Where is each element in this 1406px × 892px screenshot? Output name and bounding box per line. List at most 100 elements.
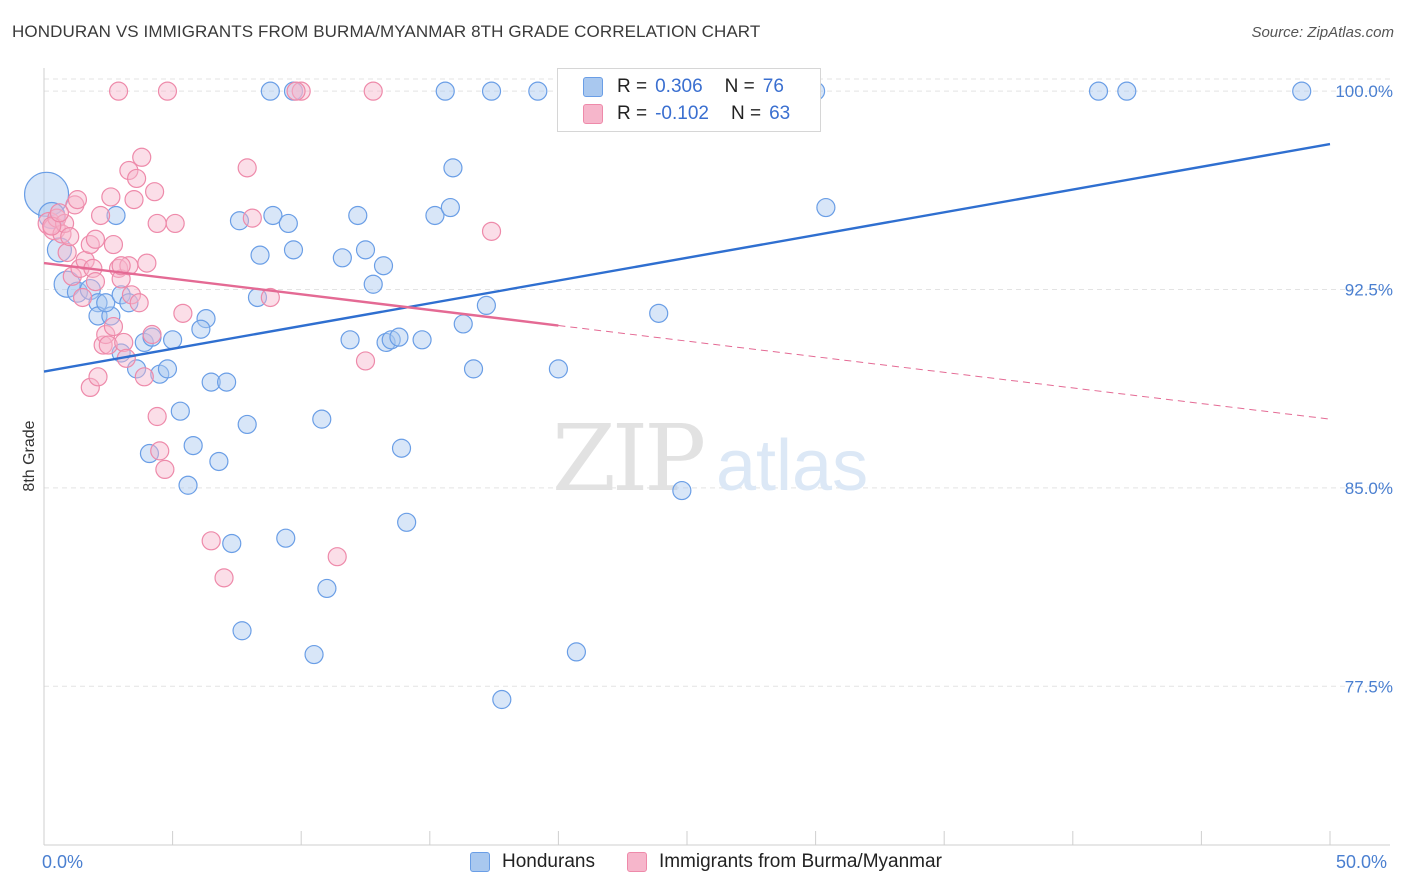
point-hondurans: [816, 197, 836, 218]
point-burma: [481, 221, 502, 241]
point-burma: [242, 208, 262, 228]
point-hondurans: [476, 295, 496, 316]
x-tick-label-min: 0.0%: [42, 852, 84, 872]
point-hondurans: [183, 435, 203, 456]
point-hondurans: [397, 512, 417, 532]
point-burma: [90, 205, 111, 226]
point-hondurans: [222, 533, 242, 554]
point-hondurans: [96, 293, 116, 313]
point-burma: [150, 441, 170, 461]
point-hondurans: [340, 330, 360, 350]
point-hondurans: [391, 438, 412, 458]
legend-swatch-burma: [583, 104, 603, 124]
point-hondurans: [196, 309, 216, 329]
point-burma: [111, 256, 131, 276]
point-hondurans: [1117, 81, 1137, 101]
series-label-burma: Immigrants from Burma/Myanmar: [658, 851, 942, 872]
legend-n-value-hondurans: 76: [762, 76, 784, 97]
point-burma: [101, 187, 121, 207]
legend-r-value-burma: -0.102: [655, 103, 709, 124]
point-hondurans: [548, 359, 569, 379]
legend-row-hondurans: R = 0.306 N = 76: [558, 74, 784, 100]
point-hondurans: [463, 359, 484, 379]
point-burma: [88, 367, 108, 387]
point-burma: [157, 81, 178, 101]
legend-n-value-burma: 63: [769, 103, 791, 124]
point-burma: [142, 324, 162, 345]
point-burma: [147, 213, 167, 234]
point-hondurans: [492, 689, 512, 710]
point-burma: [291, 81, 311, 101]
point-burma: [119, 160, 139, 181]
point-burma: [49, 203, 70, 223]
point-hondurans: [191, 319, 211, 339]
point-hondurans: [317, 578, 337, 599]
point-burma: [57, 242, 77, 263]
scatter-points: [23, 81, 1312, 710]
point-hondurans: [88, 293, 108, 313]
series-legend-burma: Immigrants from Burma/Myanmar: [626, 851, 942, 873]
series-swatch-burma: [626, 852, 647, 872]
point-hondurans: [163, 330, 183, 350]
point-hondurans: [170, 401, 190, 421]
x-ticks: [43, 831, 1331, 845]
series-label-hondurans: Hondurans: [502, 851, 595, 872]
point-burma: [80, 377, 100, 398]
series-legend-hondurans: Hondurans: [470, 851, 595, 873]
legend-r-label: R =: [617, 103, 648, 124]
point-hondurans: [481, 81, 502, 101]
point-burma: [65, 195, 85, 215]
y-tick-label: 77.5%: [1345, 677, 1393, 696]
chart-title: HONDURAN VS IMMIGRANTS FROM BURMA/MYANMA…: [12, 22, 761, 41]
legend-r-label: R =: [617, 76, 648, 97]
point-hondurans: [106, 205, 126, 226]
y-tick-label: 85.0%: [1345, 479, 1393, 498]
point-burma: [173, 303, 193, 323]
point-burma: [85, 272, 106, 292]
point-hondurans: [425, 205, 445, 226]
y-tick-label: 100.0%: [1335, 82, 1393, 101]
point-burma: [363, 81, 383, 101]
point-burma: [103, 234, 124, 255]
point-hondurans: [1292, 81, 1312, 101]
point-hondurans: [389, 327, 409, 347]
point-hondurans: [263, 205, 283, 226]
point-burma: [327, 547, 347, 567]
point-burma: [237, 158, 257, 178]
point-hondurans: [373, 256, 394, 276]
point-hondurans: [649, 303, 669, 323]
point-hondurans: [304, 644, 324, 665]
trend-line-burma: [43, 261, 559, 327]
source-label: Source: ZipAtlas.com: [1251, 24, 1394, 41]
watermark: ZIP atlas: [552, 405, 868, 512]
point-burma: [355, 351, 376, 371]
point-hondurans: [381, 330, 401, 350]
point-hondurans: [276, 528, 296, 548]
point-hondurans: [355, 240, 376, 260]
point-hondurans: [363, 274, 383, 294]
point-hondurans: [126, 359, 147, 379]
trend-line-hondurans: [43, 142, 1331, 373]
point-burma: [98, 335, 118, 355]
point-hondurans: [412, 330, 432, 350]
point-hondurans: [566, 642, 587, 662]
point-burma: [60, 227, 80, 247]
y-axis-title: 8th Grade: [21, 420, 38, 491]
y-tick-labels: 100.0% 92.5% 85.0% 77.5%: [1335, 82, 1393, 696]
point-hondurans: [376, 332, 396, 353]
point-burma: [134, 367, 154, 387]
point-hondurans: [453, 314, 473, 334]
trend-line-burma-extension: [558, 325, 1331, 420]
y-tick-label: 92.5%: [1345, 281, 1393, 300]
point-hondurans: [435, 81, 455, 101]
point-burma: [80, 234, 100, 255]
point-hondurans: [178, 475, 198, 495]
point-hondurans: [332, 248, 352, 268]
point-burma: [114, 332, 134, 353]
point-hondurans: [66, 281, 89, 303]
point-hondurans: [312, 409, 332, 429]
point-hondurans: [250, 245, 270, 265]
point-hondurans: [237, 414, 257, 435]
series-legend: Hondurans Immigrants from Burma/Myanmar: [470, 851, 974, 873]
